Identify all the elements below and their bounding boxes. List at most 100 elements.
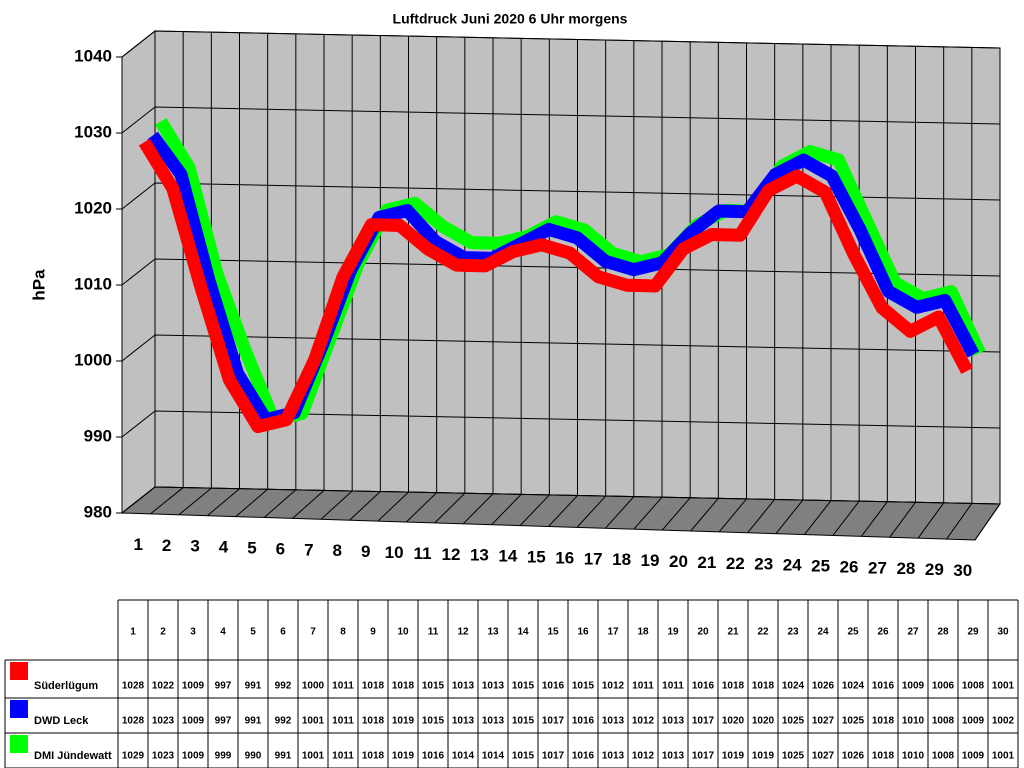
floor-divider — [491, 494, 522, 526]
floor-divider — [860, 501, 888, 537]
table-value: 1009 — [902, 681, 925, 692]
table-header: 25 — [847, 627, 859, 638]
table-value: 1015 — [422, 681, 445, 692]
y-tick-label: 980 — [84, 502, 112, 521]
table-value: 1018 — [362, 681, 385, 692]
table-value: 1016 — [692, 681, 715, 692]
floor-divider — [804, 500, 832, 535]
legend-label: Süderlügum — [34, 680, 98, 692]
table-value: 1014 — [452, 751, 475, 762]
x-tick-label: 30 — [953, 561, 972, 580]
legend-swatch — [10, 735, 28, 753]
table-value: 997 — [215, 681, 232, 692]
table-value: 1010 — [902, 716, 925, 727]
table-value: 1016 — [542, 681, 565, 692]
table-value: 1015 — [512, 751, 535, 762]
x-tick-label: 24 — [783, 556, 802, 575]
table-value: 1001 — [992, 681, 1015, 692]
x-tick-label: 22 — [726, 554, 745, 573]
table-header: 16 — [577, 627, 589, 638]
table-value: 1008 — [932, 716, 955, 727]
table-header: 3 — [190, 627, 196, 638]
x-tick-label: 6 — [276, 539, 285, 558]
table-value: 1001 — [302, 751, 325, 762]
x-tick-label: 11 — [414, 544, 432, 563]
x-tick-label: 26 — [840, 557, 859, 576]
table-header: 2 — [160, 627, 166, 638]
table-header: 17 — [607, 627, 619, 638]
x-tick-label: 20 — [669, 552, 688, 571]
floor-divider — [633, 496, 663, 530]
table-value: 1006 — [932, 681, 955, 692]
legend-swatch — [10, 662, 28, 680]
table-value: 999 — [215, 751, 232, 762]
floor-divider — [974, 503, 1001, 541]
x-tick-label: 27 — [868, 558, 887, 577]
table-value: 1008 — [962, 681, 985, 692]
table-value: 1018 — [392, 681, 415, 692]
table-value: 1015 — [422, 716, 445, 727]
table-value: 1017 — [692, 716, 715, 727]
y-tick-label: 1000 — [74, 350, 112, 369]
table-header: 30 — [997, 627, 1009, 638]
table-value: 1011 — [332, 716, 354, 727]
floor-divider — [747, 499, 776, 534]
x-tick-label: 12 — [442, 545, 461, 564]
x-tick-label: 25 — [811, 557, 830, 576]
x-tick-label: 14 — [498, 547, 517, 566]
table-header: 26 — [877, 627, 889, 638]
table-value: 1026 — [812, 681, 835, 692]
table-value: 1001 — [302, 716, 325, 727]
table-value: 1009 — [962, 751, 985, 762]
table-value: 1012 — [632, 751, 655, 762]
table-value: 1024 — [782, 681, 805, 692]
floor-divider — [377, 491, 409, 522]
table-value: 1013 — [602, 716, 625, 727]
floor-divider — [263, 489, 297, 518]
floor-divider — [889, 502, 916, 538]
x-tick-label: 8 — [333, 541, 342, 560]
x-tick-label: 4 — [219, 538, 229, 557]
x-tick-label: 1 — [133, 535, 142, 554]
table-header: 8 — [340, 627, 346, 638]
table-value: 1016 — [872, 681, 895, 692]
table-value: 991 — [245, 716, 262, 727]
legend-swatch — [10, 700, 28, 718]
table-value: 1027 — [812, 716, 835, 727]
y-tick-label: 1030 — [74, 122, 112, 141]
floor-divider — [178, 487, 212, 516]
table-header: 27 — [907, 627, 919, 638]
floor-divider — [832, 500, 860, 536]
table-value: 1018 — [872, 716, 895, 727]
table-value: 1013 — [482, 716, 505, 727]
floor-divider — [548, 495, 578, 527]
table-value: 1018 — [362, 716, 385, 727]
floor-divider — [462, 493, 494, 525]
grid-line — [121, 410, 1001, 438]
x-tick-label: 28 — [896, 559, 915, 578]
table-value: 1029 — [122, 751, 145, 762]
table-value: 1019 — [752, 751, 775, 762]
x-tick-label: 17 — [584, 549, 603, 568]
floor-divider — [206, 488, 240, 517]
table-value: 1024 — [842, 681, 865, 692]
floor-divider — [946, 503, 973, 540]
table-value: 1026 — [842, 751, 865, 762]
table-value: 991 — [245, 681, 262, 692]
table-header: 6 — [280, 627, 286, 638]
table-value: 1020 — [722, 716, 745, 727]
floor-divider — [576, 495, 607, 528]
floor-divider — [320, 490, 353, 520]
legend-label: DMI Jündewatt — [34, 750, 112, 762]
table-value: 1009 — [962, 716, 985, 727]
table-value: 1011 — [332, 751, 354, 762]
table-value: 1023 — [152, 716, 175, 727]
grid-line — [121, 258, 1001, 286]
table-value: 1023 — [152, 751, 175, 762]
table-header: 18 — [637, 627, 649, 638]
table-header: 29 — [967, 627, 979, 638]
table-value: 1028 — [122, 716, 145, 727]
table-header: 28 — [937, 627, 949, 638]
table-value: 1010 — [902, 751, 925, 762]
table-header: 23 — [787, 627, 799, 638]
